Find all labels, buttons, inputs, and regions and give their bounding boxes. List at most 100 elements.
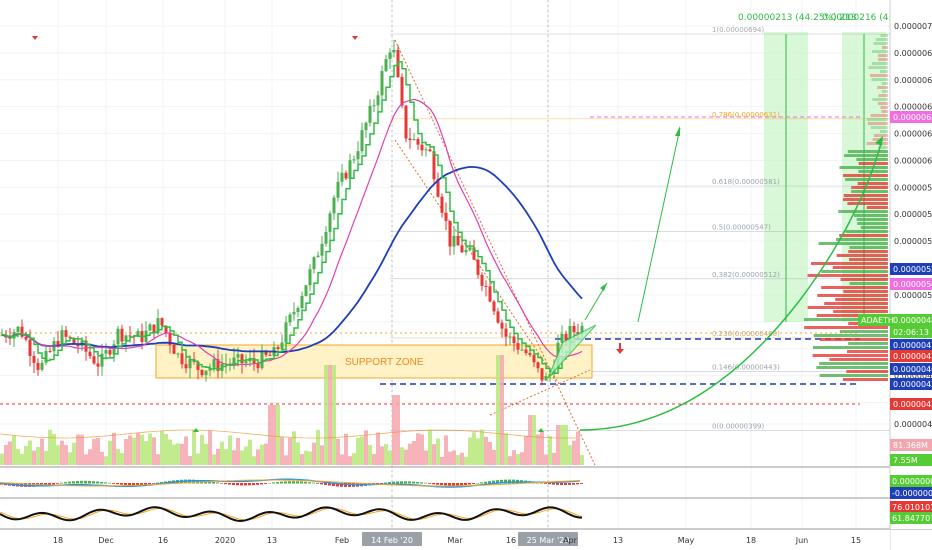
volume-bar	[92, 439, 96, 465]
macd-histogram-bar	[380, 483, 383, 484]
candle-body	[520, 349, 524, 351]
candle-body	[160, 318, 164, 326]
indicator-tag-label: 61.84770763	[892, 514, 932, 523]
volume-bar	[460, 452, 464, 465]
candle-body	[244, 361, 248, 364]
macd-histogram-bar	[300, 481, 303, 484]
candle-body	[344, 172, 348, 179]
volume-bar	[420, 434, 424, 465]
macd-histogram-bar	[32, 483, 35, 487]
macd-histogram-bar	[580, 483, 583, 484]
volume-profile-bar	[870, 126, 888, 129]
volume-profile-bar	[872, 98, 888, 101]
fib-label: 0.382(0.00000512)	[712, 271, 780, 279]
volume-profile-bar	[821, 286, 888, 289]
candle-body	[304, 285, 308, 296]
candle-body	[36, 362, 40, 370]
price-tag-label: 0.00000473	[893, 341, 932, 350]
volume-profile-bar	[842, 378, 888, 381]
candle-body	[180, 353, 184, 365]
series-tag-label: ADAETH	[861, 316, 894, 325]
candle-body	[360, 130, 364, 152]
volume-profile-bar	[843, 194, 888, 197]
volume-bar	[540, 431, 544, 465]
volume-bar	[376, 432, 380, 465]
fib-label: 0.786(0.00000631)	[712, 111, 780, 119]
macd-histogram-bar	[568, 483, 571, 485]
candle-body	[40, 362, 44, 370]
volume-bar	[88, 449, 92, 465]
indicator-tag-bg	[890, 501, 932, 513]
volume-profile-bar	[844, 154, 888, 157]
series-tag-bg	[858, 314, 890, 326]
macd-histogram-bar	[424, 482, 427, 484]
candle-body	[580, 325, 584, 335]
volume-profile-bar	[821, 270, 888, 273]
volume-bar	[504, 433, 508, 465]
volume-bar	[432, 444, 436, 465]
macd-histogram-bar	[216, 482, 219, 484]
price-tag-bg	[890, 363, 932, 375]
red-down-arrow-head	[616, 349, 624, 354]
x-tick-label: 25 Mar '20	[527, 536, 570, 545]
candle-body	[136, 331, 140, 337]
candle-body	[516, 343, 520, 350]
volume-profile-bar	[873, 134, 888, 137]
macd-histogram-bar	[440, 483, 443, 486]
candle-body	[168, 333, 172, 345]
volume-profile-bar	[857, 222, 888, 225]
volume-profile-bar	[858, 162, 888, 165]
time-axis[interactable]	[0, 530, 890, 550]
candle-body	[572, 326, 576, 333]
volume-bar	[260, 444, 264, 465]
projection-label-2: 0.00000216 (45.1	[822, 13, 903, 23]
volume-bar	[468, 437, 472, 465]
support-zone-label: SUPPORT ZONE	[345, 357, 424, 368]
price-tag-label: 0.00000469	[893, 365, 932, 374]
volume-profile-bar	[875, 38, 888, 41]
volume-area	[0, 355, 584, 465]
candle-body	[476, 259, 480, 275]
macd-histogram-bar	[108, 482, 111, 484]
macd-histogram-bar	[416, 481, 419, 484]
candle-body	[24, 336, 28, 340]
volume-profile-bar	[836, 238, 888, 241]
x-tick-label: 15	[851, 536, 861, 545]
candle-body	[292, 311, 296, 315]
volume-bar	[144, 441, 148, 465]
volume-profile-bar	[842, 198, 888, 201]
volume-profile-bar	[878, 58, 888, 61]
macd-histogram-bar	[344, 483, 347, 487]
candle-body	[148, 324, 152, 331]
volume-bar	[456, 455, 460, 465]
x-tick-highlight	[518, 532, 578, 546]
macd-histogram-bar	[476, 482, 479, 484]
macd-histogram-bar	[236, 483, 239, 486]
volume-bar	[136, 433, 140, 465]
macd-histogram-bar	[328, 483, 331, 486]
macd-histogram-bar	[564, 483, 567, 486]
macd-histogram-bar	[100, 481, 103, 484]
candle-body	[564, 334, 568, 342]
macd-histogram-bar	[288, 481, 291, 484]
volume-profile-bar	[833, 310, 888, 313]
volume-bar	[124, 439, 128, 465]
volume-bar	[44, 450, 48, 465]
x-tick-highlight	[362, 532, 422, 546]
macd-histogram-bar	[60, 482, 63, 484]
volume-bar	[240, 450, 244, 465]
macd-histogram-bar	[64, 482, 67, 484]
macd-panel	[0, 478, 583, 488]
x-tick-label: 16	[506, 536, 516, 545]
candle-body	[560, 334, 564, 343]
candle-body	[284, 322, 288, 343]
volume-bar	[292, 431, 296, 465]
candle-body	[492, 301, 496, 312]
x-tick-label: 14 Feb '20	[371, 536, 413, 545]
time-axis-ticks: 18 Dec 16 2020 13 Feb 14 Feb '20 Mar 16 25 Mar '2…	[53, 532, 861, 546]
volume-profile-bar	[836, 254, 888, 257]
volume-bar	[256, 449, 260, 465]
candle-body	[172, 344, 176, 354]
macd-histogram-bar	[464, 483, 467, 485]
